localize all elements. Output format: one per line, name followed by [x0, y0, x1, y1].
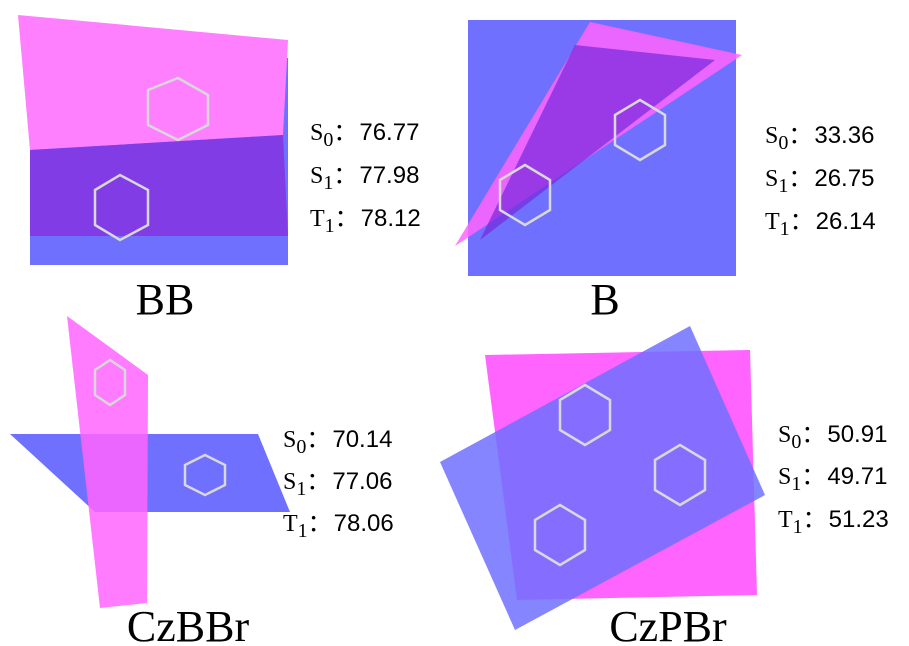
dihedral-angle: T1：78.06 [283, 510, 394, 542]
bb-planes [18, 15, 288, 265]
state-subscript: 0 [296, 436, 306, 458]
state-subscript: 1 [296, 478, 306, 500]
angle-value: 70.14 [332, 426, 392, 453]
separator: ： [788, 165, 812, 192]
dihedral-angle: S1：49.71 [778, 463, 887, 495]
angle-value: 50.91 [827, 421, 887, 448]
separator: ： [306, 468, 330, 495]
dihedral-angle: S0：33.36 [765, 122, 874, 154]
dihedral-angle: S0：50.91 [778, 421, 887, 453]
angle-value: 26.75 [814, 165, 874, 192]
state: S [765, 166, 778, 192]
angle-value: 78.12 [361, 205, 421, 232]
plane-blue [10, 434, 290, 512]
separator: ： [801, 421, 825, 448]
angle-value: 33.36 [814, 122, 874, 149]
state: T [310, 206, 325, 232]
state-subscript: 1 [298, 520, 308, 542]
angle-value: 77.98 [359, 162, 419, 189]
dihedral-angle: S0：76.77 [310, 119, 419, 151]
state: T [283, 511, 298, 537]
state-subscript: 1 [780, 218, 790, 240]
figure: BBS0：76.77S1：77.98T1：78.12BS0：33.36S1：26… [0, 0, 909, 646]
state: S [310, 163, 323, 189]
state-subscript: 1 [325, 215, 335, 237]
dihedral-angle: S1：26.75 [765, 165, 874, 197]
separator: ： [335, 205, 359, 232]
state: S [283, 469, 296, 495]
state-subscript: 1 [791, 473, 801, 495]
state: S [778, 422, 791, 448]
panel-name: BB [136, 275, 195, 324]
state: S [765, 123, 778, 149]
state-subscript: 0 [791, 431, 801, 453]
angle-value: 49.71 [827, 463, 887, 490]
angle-value: 26.14 [816, 208, 876, 235]
separator: ： [308, 510, 332, 537]
separator: ： [333, 119, 357, 146]
b-planes [455, 20, 742, 276]
angle-value: 77.06 [332, 468, 392, 495]
separator: ： [801, 463, 825, 490]
angle-value: 51.23 [829, 506, 889, 533]
dihedral-angle: T1：51.23 [778, 506, 889, 538]
dihedral-angle: T1：78.12 [310, 205, 421, 237]
angle-value: 76.77 [359, 119, 419, 146]
state-subscript: 1 [778, 175, 788, 197]
dihedral-angle: S0：70.14 [283, 426, 392, 458]
state: T [765, 209, 780, 235]
czbbr-planes [10, 316, 290, 608]
czpbr-planes [440, 326, 765, 630]
state: T [778, 507, 793, 533]
angle-value: 78.06 [334, 510, 394, 537]
panel-name: CzPBr [609, 602, 727, 646]
state-subscript: 1 [793, 516, 803, 538]
state: S [778, 464, 791, 490]
state-subscript: 0 [778, 132, 788, 154]
separator: ： [333, 162, 357, 189]
dihedral-angle: S1：77.98 [310, 162, 419, 194]
separator: ： [803, 506, 827, 533]
state: S [310, 120, 323, 146]
state-subscript: 1 [323, 172, 333, 194]
panel-name: B [590, 275, 619, 324]
dihedral-angle: S1：77.06 [283, 468, 392, 500]
state-subscript: 0 [323, 129, 333, 151]
dihedral-angle: T1：26.14 [765, 208, 876, 240]
plane-overlap [30, 135, 288, 236]
plane-pink [18, 15, 288, 150]
separator: ： [790, 208, 814, 235]
panel-name: CzBBr [127, 602, 250, 646]
separator: ： [306, 426, 330, 453]
separator: ： [788, 122, 812, 149]
state: S [283, 427, 296, 453]
